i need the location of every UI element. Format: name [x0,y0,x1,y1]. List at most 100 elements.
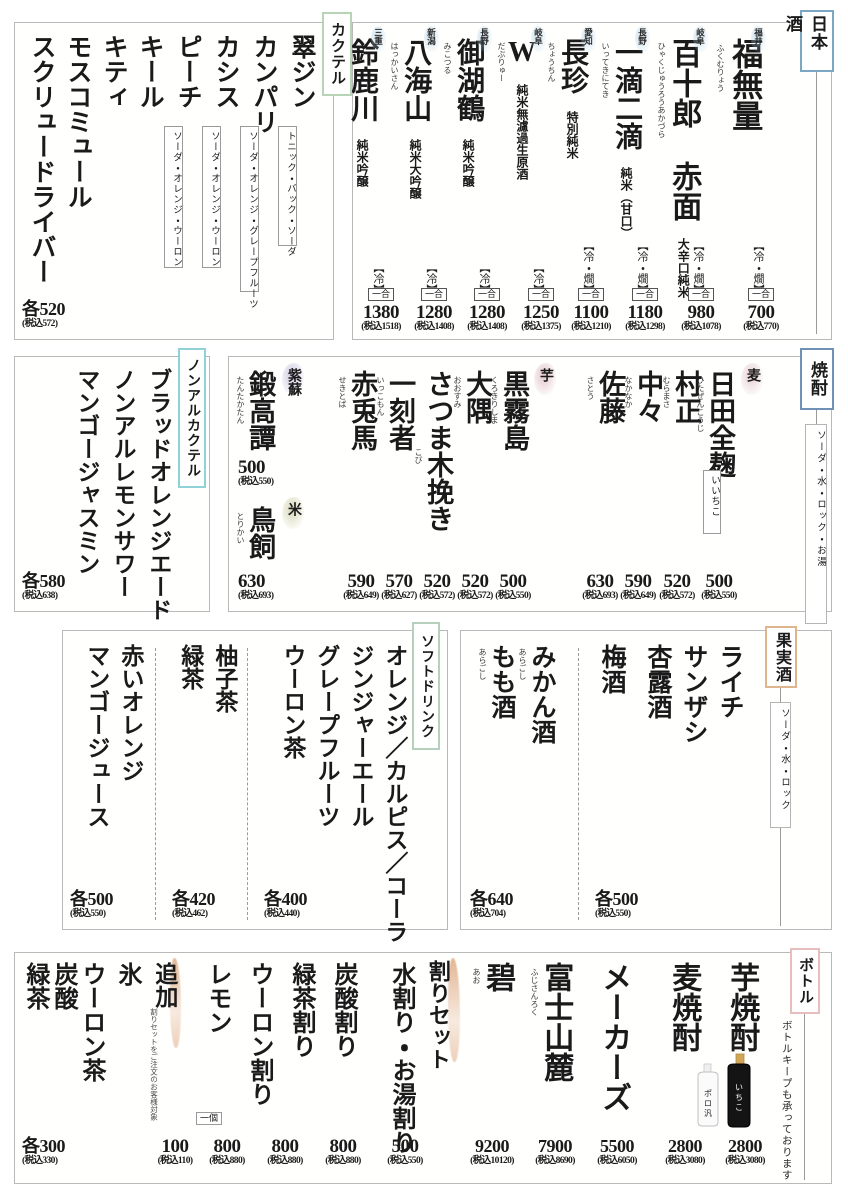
fruit-price: 各500 (税込550) [595,889,639,919]
sake-ruby: ちょうちん [547,42,556,82]
section-nonalc [14,356,210,612]
sake-sub: 純米吟醸 [461,139,476,187]
cocktail-item: ピーチ [174,34,201,109]
soft-price: 各500 (税込550) [70,889,114,919]
bottle-set-title: 割りセット [425,960,451,1070]
sake-serve: 一合 [528,288,554,301]
section-tag-bottle: ボトル [790,948,820,1014]
cocktail-item: キティ [100,34,127,109]
shochu-price: 500 (税込550) [701,571,737,601]
fruit-item: 杏露酒 [644,644,671,719]
shochu-item: 鍛高譚 [245,370,276,451]
sake-price: 980 (税込1078) [681,302,721,332]
shochu-price: 520 (税込572) [419,571,455,601]
fruit-item: ライチ [716,644,743,719]
soft-item: ウーロン茶 [279,644,305,759]
sake-serve: 一合 [578,288,604,301]
shochu-material-shiso: 紫蘇 [282,363,304,396]
shochu-ruby: いっこもん [376,376,385,416]
sake-temp: 【冷・燗】 [692,240,704,295]
section-soft [62,630,448,930]
sake-item: 八海山 純米大吟醸 [400,38,431,199]
sake-serve: 一合 [632,288,658,301]
sake-price: 1280 (税込1408) [467,302,507,332]
set-price: 800 (税込880) [325,1136,361,1166]
sake-ruby: だぶりゅー [497,42,506,82]
section-tag-fruit: 果実酒 [765,626,797,688]
set-price: 100 (税込110) [157,1136,193,1166]
sake-pref: 三重 [371,26,386,52]
extra-item: ウーロン茶 [77,962,104,1082]
fruit-item: もも酒 [488,644,515,719]
sake-name: 御湖鶴 [453,38,485,122]
cocktail-item: カンパリ [250,34,277,134]
sake-name: 鈴鹿川 [347,38,379,122]
sake-sub: 純米吟醸 [355,139,370,187]
fruit-item: サンザシ [680,644,707,744]
sake-temp: 【冷】 [372,262,384,295]
sake-ruby: みこつる [443,42,452,74]
shochu-item: 日田全麹 [705,370,736,478]
nonalc-price: 各580 (税込638) [22,571,66,601]
bottle-item: 碧 [481,962,515,992]
section-tag-sake: 日本酒 [783,10,834,72]
sake-pref: 愛知 [581,26,596,52]
section-tag-cocktail: カクテル [322,12,352,96]
shochu-price: 590 (税込649) [343,571,379,601]
bottle-extra-condition: 割りセットをご注文のお客様対象 [149,1008,159,1121]
shochu-ruby: なかなか [624,376,633,408]
bottle-ruby: あお [472,968,481,984]
extra-item: 緑茶 [21,962,48,1010]
shochu-ruby: おおすみ [453,376,462,408]
cocktail-item: スクリュードライバー [28,34,55,284]
shochu-price: 500 (税込550) [238,457,274,487]
soft-item: 赤いオレンジ [117,644,143,782]
cocktail-item: モスコミュール [64,34,91,209]
soft-item: 緑茶 [177,644,203,690]
fruit-ruby: あらごし [518,648,527,680]
cocktail-item: キール [136,34,163,109]
bottle-keep-note: ボトルキープも承っております [780,1020,792,1181]
shochu-material-imo: 芋 [534,363,556,395]
bottle-item: メーカーズ [597,962,631,1112]
shochu-ruby: せきとば [338,376,347,408]
sake-temp: 【冷】 [532,262,544,295]
shochu-item: さつま木挽き [423,370,454,532]
sake-item: 鈴鹿川 純米吟醸 [347,38,379,187]
section-sake [352,22,832,340]
soft-item: マンゴージュース [83,644,109,828]
fruit-serve-note: ソーダ・水・ロック [770,702,791,828]
nonalc-item: ブラッドオレンジエード [145,368,171,621]
svg-text:ロ: ロ [704,1099,712,1108]
shochu-ruby: こび [414,448,423,464]
bottle-price: 2800 (税込3080) [725,1136,765,1166]
svg-text:ポ: ポ [704,1089,712,1098]
sake-pref: 岐阜 [531,26,546,52]
svg-text:こ: こ [735,1103,743,1112]
shochu-price: 590 (税込649) [620,571,656,601]
sake-sub: 大辛口純米 [676,238,691,298]
sake-temp: 【冷・燗】 [752,240,764,295]
bottle-price: 9200 (税込10120) [470,1136,514,1166]
section-bottle [14,952,832,1184]
cocktail-price: 各520 (税込572) [22,299,66,329]
shochu-material-mugi: 麦 [741,363,763,395]
bottle-price: 2800 (税込3080) [665,1136,705,1166]
sake-serve: 一合 [688,288,714,301]
sake-price: 1180 (税込1298) [625,302,665,332]
cocktail-item: カシス [212,34,239,109]
sake-sub: 純米大吟醸 [408,139,423,199]
shochu-item: 村正 [671,370,702,424]
soft-item: 柚子茶 [211,644,237,713]
shochu-material-kome: 米 [282,497,304,529]
nonalc-item: ノンアルレモンサワー [109,368,135,598]
shochu-item: 鳥飼 [245,506,276,560]
soft-price: 各420 (税込462) [172,889,216,919]
sake-pref: 長野 [635,26,650,52]
sake-sub: 純米無濾過生原酒 [515,84,529,181]
set-unit: 一個 [196,1112,223,1125]
shochu-price: 520 (税込572) [457,571,493,601]
sake-item: W 純米無濾過生原酒 [508,38,536,180]
cocktail-item: 翠ジン [288,34,315,109]
soft-item: オレンジ／カルピス／コーラ [381,644,407,943]
